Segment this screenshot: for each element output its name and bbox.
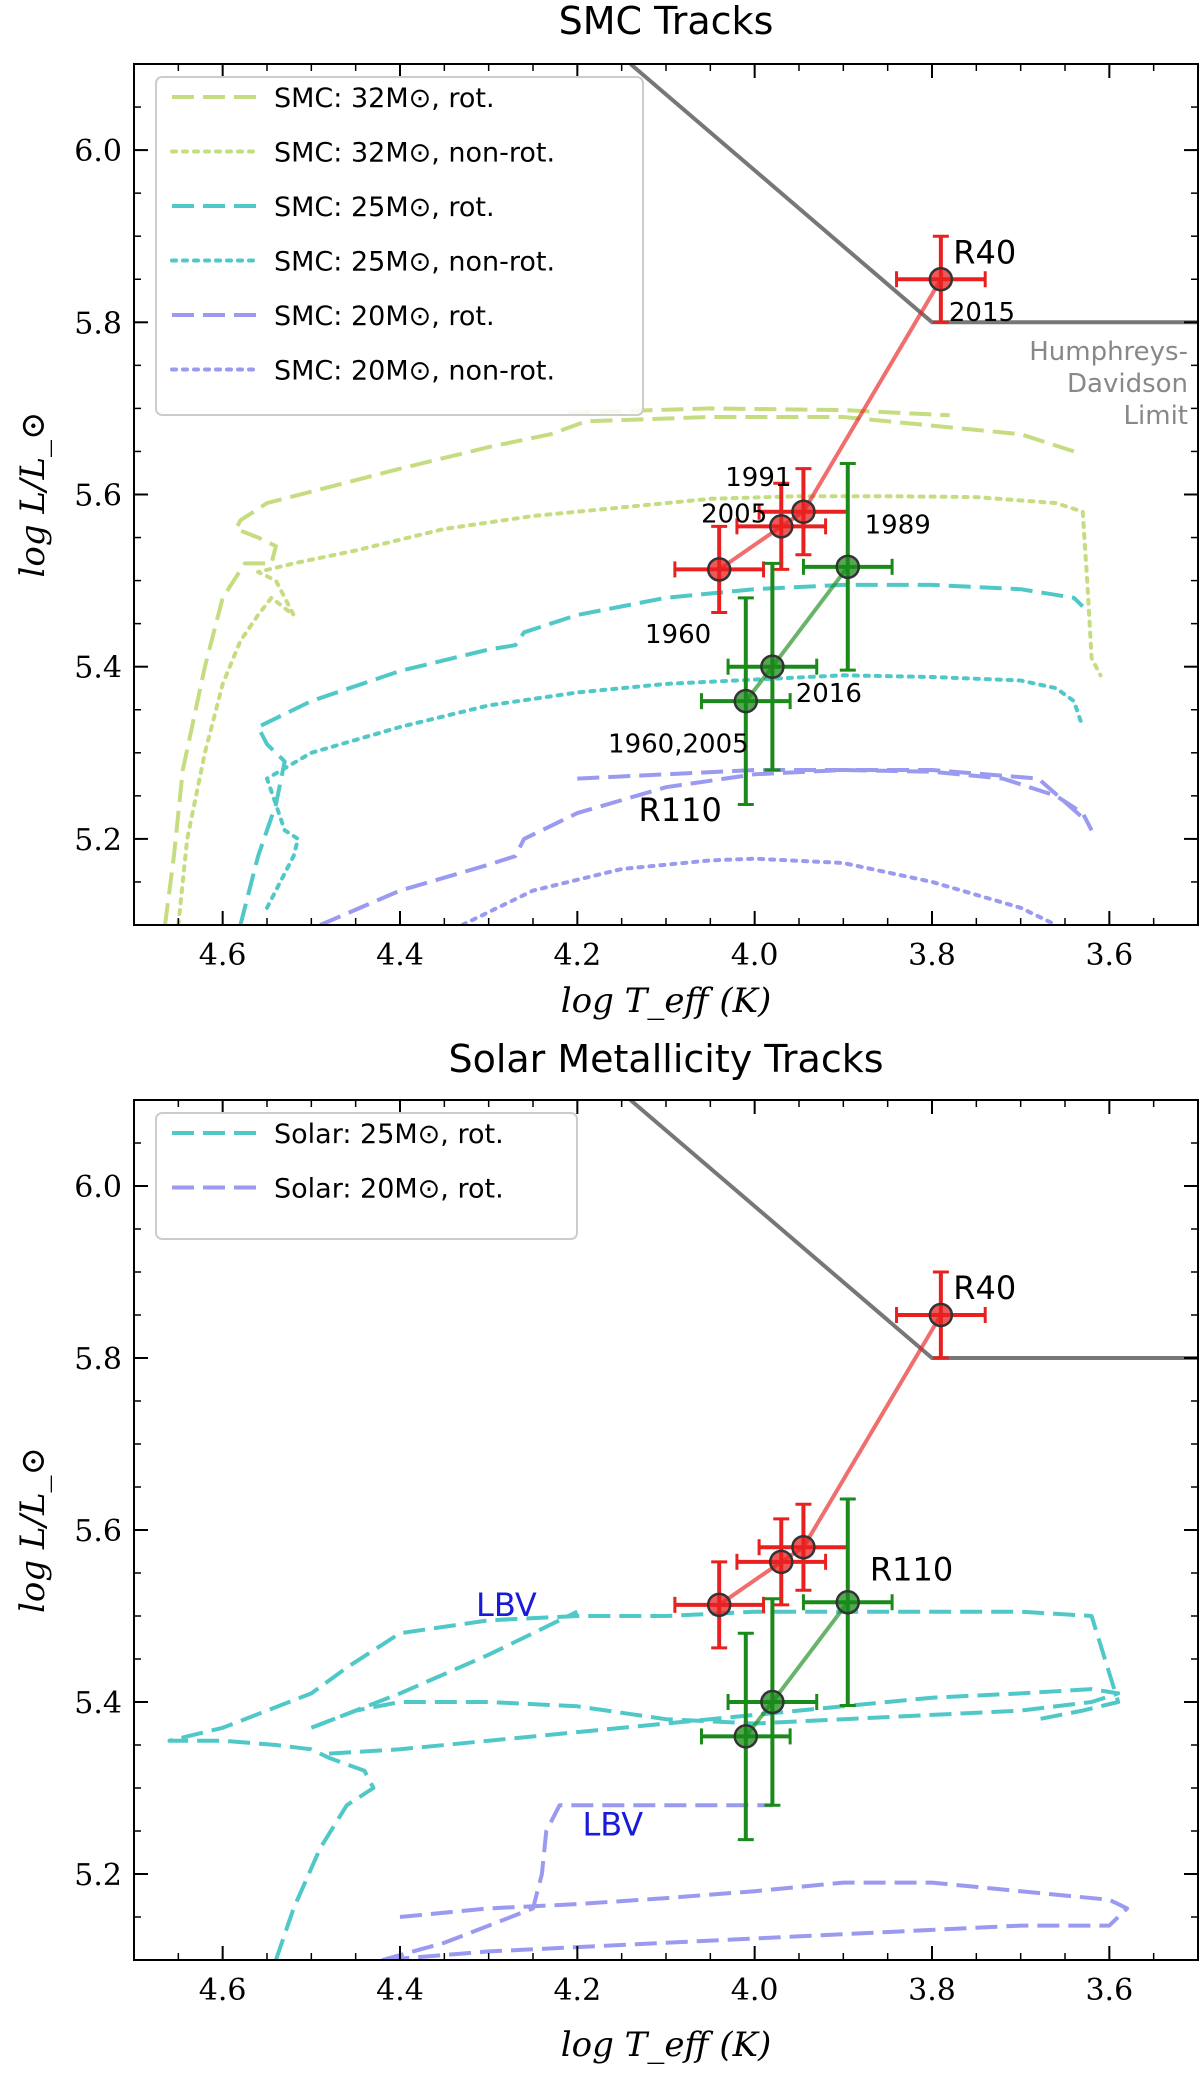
epoch-label: 2005 <box>701 499 767 529</box>
y-tick-label: 5.6 <box>74 479 122 514</box>
hd-limit-line <box>629 1100 1198 1360</box>
y-tick-label: 5.8 <box>74 1342 122 1377</box>
x-tick-label: 4.2 <box>553 1973 601 2008</box>
legend-label: SMC: 32M⊙, non-rot. <box>274 138 555 169</box>
track-line-6 <box>577 768 1089 824</box>
track-line-0 <box>163 415 1075 925</box>
plot-area <box>167 1100 1198 1960</box>
smc-tracks-panel: SMC Tracks log T_eff (K) log L/L_⊙ Humphrey… <box>13 0 1199 1021</box>
epoch-label: 1960,2005 <box>608 729 749 759</box>
track-line-2 <box>176 494 1103 925</box>
data-point-R110 <box>760 654 785 679</box>
x-axis-label: log T_eff (K) <box>561 981 772 1021</box>
track-line-7 <box>460 856 1059 925</box>
plot-area <box>163 64 1198 925</box>
y-tick-label: 5.8 <box>74 306 122 341</box>
data-point-R40 <box>769 514 794 539</box>
y-tick-label: 5.2 <box>74 1858 122 1893</box>
legend-label: SMC: 20M⊙, non-rot. <box>274 356 555 387</box>
chart-title: Solar Metallicity Tracks <box>448 1037 883 1081</box>
legend-box <box>155 76 644 416</box>
x-tick-label: 3.8 <box>908 938 956 973</box>
star-label-R40: R40 <box>953 233 1016 271</box>
x-tick-label: 4.2 <box>553 938 601 973</box>
track-line-1 <box>310 1687 1121 1756</box>
x-axis-label: log T_eff (K) <box>561 2025 772 2065</box>
star-label-R40: R40 <box>953 1269 1016 1307</box>
data-point-R40 <box>791 499 816 524</box>
data-point-R110 <box>835 1589 861 1615</box>
data-point-R40 <box>791 1534 816 1560</box>
track-line-4 <box>382 1880 1130 1960</box>
data-point-R40 <box>769 1549 794 1575</box>
legend-label: Solar: 25M⊙, rot. <box>274 1119 504 1150</box>
legend-label: SMC: 20M⊙, rot. <box>274 301 495 332</box>
y-tick-label: 5.4 <box>74 651 122 686</box>
y-tick-label: 6.0 <box>74 1170 122 1205</box>
x-tick-label: 4.6 <box>199 938 247 973</box>
legend-label: SMC: 25M⊙, non-rot. <box>274 247 555 278</box>
legend-label: SMC: 25M⊙, rot. <box>274 192 495 223</box>
star-track-R40 <box>718 278 943 572</box>
data-point-R40 <box>928 1302 954 1328</box>
legend-box <box>155 1112 578 1240</box>
data-point-R110 <box>733 1724 759 1749</box>
hd-limit-label-line: Limit <box>1124 401 1188 431</box>
track-line-3 <box>381 1803 773 1960</box>
track-line-3 <box>238 582 1085 925</box>
epoch-label: 1989 <box>865 511 931 541</box>
x-tick-label: 4.6 <box>199 1973 247 2008</box>
x-tick-label: 4.4 <box>376 1973 424 2008</box>
y-tick-label: 5.6 <box>74 1514 122 1549</box>
solar-tracks-panel: Solar Metallicity Tracks log T_eff (K) log… <box>13 1037 1199 2065</box>
x-tick-label: 4.4 <box>376 938 424 973</box>
epoch-label: 2016 <box>796 679 862 709</box>
legend-label: Solar: 20M⊙, rot. <box>274 1174 504 1205</box>
y-tick-label: 5.4 <box>74 1686 122 1721</box>
legend-label: SMC: 32M⊙, rot. <box>274 83 495 114</box>
x-tick-label: 3.6 <box>1085 938 1133 973</box>
y-axis-label: log L/L_⊙ <box>13 1447 53 1613</box>
data-point-R110 <box>760 1689 785 1715</box>
data-point-R110 <box>733 688 759 714</box>
track-line-2 <box>310 1609 579 1730</box>
data-point-R40 <box>706 1592 732 1618</box>
x-tick-label: 3.8 <box>908 1973 956 2008</box>
hd-limit-label-line: Humphreys- <box>1029 337 1188 367</box>
chart-title: SMC Tracks <box>559 0 774 43</box>
y-tick-label: 6.0 <box>74 134 122 169</box>
star-label-R110: R110 <box>870 1551 953 1589</box>
lbv-annotation: LBV <box>476 1586 537 1624</box>
y-tick-label: 5.2 <box>74 823 122 858</box>
x-tick-label: 4.0 <box>731 1973 779 2008</box>
data-point-R110 <box>835 554 861 580</box>
track-line-5 <box>319 768 1094 925</box>
star-track-R40 <box>718 1313 943 1607</box>
hd-limit-label-line: Davidson <box>1067 369 1188 399</box>
epoch-label: 1991 <box>725 463 791 493</box>
x-tick-label: 3.6 <box>1085 1973 1133 2008</box>
epoch-label: 1960 <box>645 620 711 650</box>
legend: SMC: 32M⊙, rot. SMC: 32M⊙, non-rot. SMC: 2… <box>155 76 644 416</box>
lbv-annotation: LBV <box>582 1805 643 1843</box>
data-point-R40 <box>928 267 954 292</box>
epoch-label: 2015 <box>949 298 1015 328</box>
x-tick-label: 4.0 <box>731 938 779 973</box>
data-point-R40 <box>706 557 732 582</box>
star-label-R110: R110 <box>638 791 721 829</box>
y-axis-label: log L/L_⊙ <box>13 411 53 577</box>
legend: Solar: 25M⊙, rot. Solar: 20M⊙, rot. <box>155 1112 578 1240</box>
hd-limit-line <box>629 64 1198 325</box>
track-line-4 <box>265 673 1085 910</box>
